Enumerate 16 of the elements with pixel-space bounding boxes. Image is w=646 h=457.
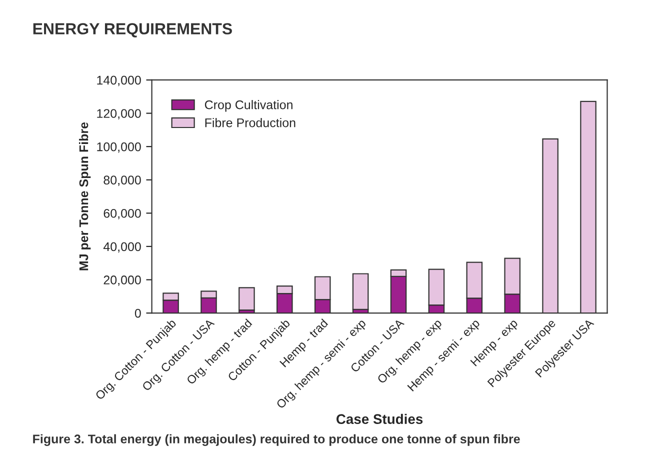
legend-label: Fibre Production <box>205 118 296 128</box>
x-axis-title: Case Studies <box>336 414 423 424</box>
y-axis-title: MJ per Tonne Spun Fibre <box>79 122 91 270</box>
caption: Figure 3. Total energy (in megajoules) required to produce one tonne of spun fibre <box>33 434 520 446</box>
chart-title: ENERGY REQUIREMENTS <box>33 23 232 38</box>
y-tick-label: 40,000 <box>103 242 141 253</box>
y-tick-label: 120,000 <box>97 109 141 120</box>
legend-label: Crop Cultivation <box>204 100 292 112</box>
y-tick-label: 80,000 <box>104 176 141 186</box>
y-tick-label: 60,000 <box>104 208 141 220</box>
bar <box>352 273 369 310</box>
y-tick-label: 100,000 <box>97 142 141 153</box>
y-tick-label: 20,000 <box>104 276 141 286</box>
y-tick-label: 0 <box>134 308 141 318</box>
y-tick-label: 140,000 <box>97 76 141 86</box>
bar <box>238 287 255 311</box>
